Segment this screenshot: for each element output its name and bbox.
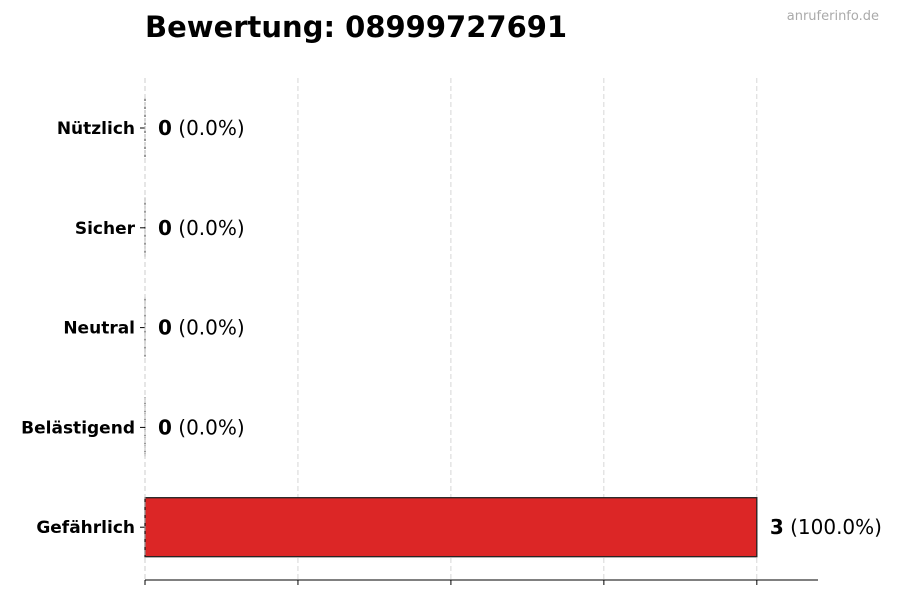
data-label: 3 (100.0%)	[770, 515, 882, 539]
percent-label: (0.0%)	[172, 116, 245, 140]
data-label: 0 (0.0%)	[158, 415, 245, 439]
watermark: anruferinfo.de	[786, 9, 879, 24]
y-tick-label: Nützlich	[57, 119, 135, 139]
value-label: 0	[158, 316, 172, 340]
value-label: 0	[158, 415, 172, 439]
value-label: 3	[770, 515, 784, 539]
bar	[144, 497, 758, 558]
percent-label: (0.0%)	[172, 415, 245, 439]
percent-label: (0.0%)	[172, 216, 245, 240]
y-tick-label: Neutral	[63, 319, 135, 339]
y-tick-label: Sicher	[75, 219, 136, 239]
data-label: 0 (0.0%)	[158, 316, 245, 340]
y-tick-label: Belästigend	[21, 418, 135, 438]
percent-label: (0.0%)	[172, 316, 245, 340]
y-tick-label: Gefährlich	[36, 518, 135, 538]
data-label: 0 (0.0%)	[158, 216, 245, 240]
percent-label: (100.0%)	[784, 515, 882, 539]
data-label: 0 (0.0%)	[158, 116, 245, 140]
value-label: 0	[158, 116, 172, 140]
chart-title: Bewertung: 08999727691	[145, 10, 568, 44]
value-label: 0	[158, 216, 172, 240]
